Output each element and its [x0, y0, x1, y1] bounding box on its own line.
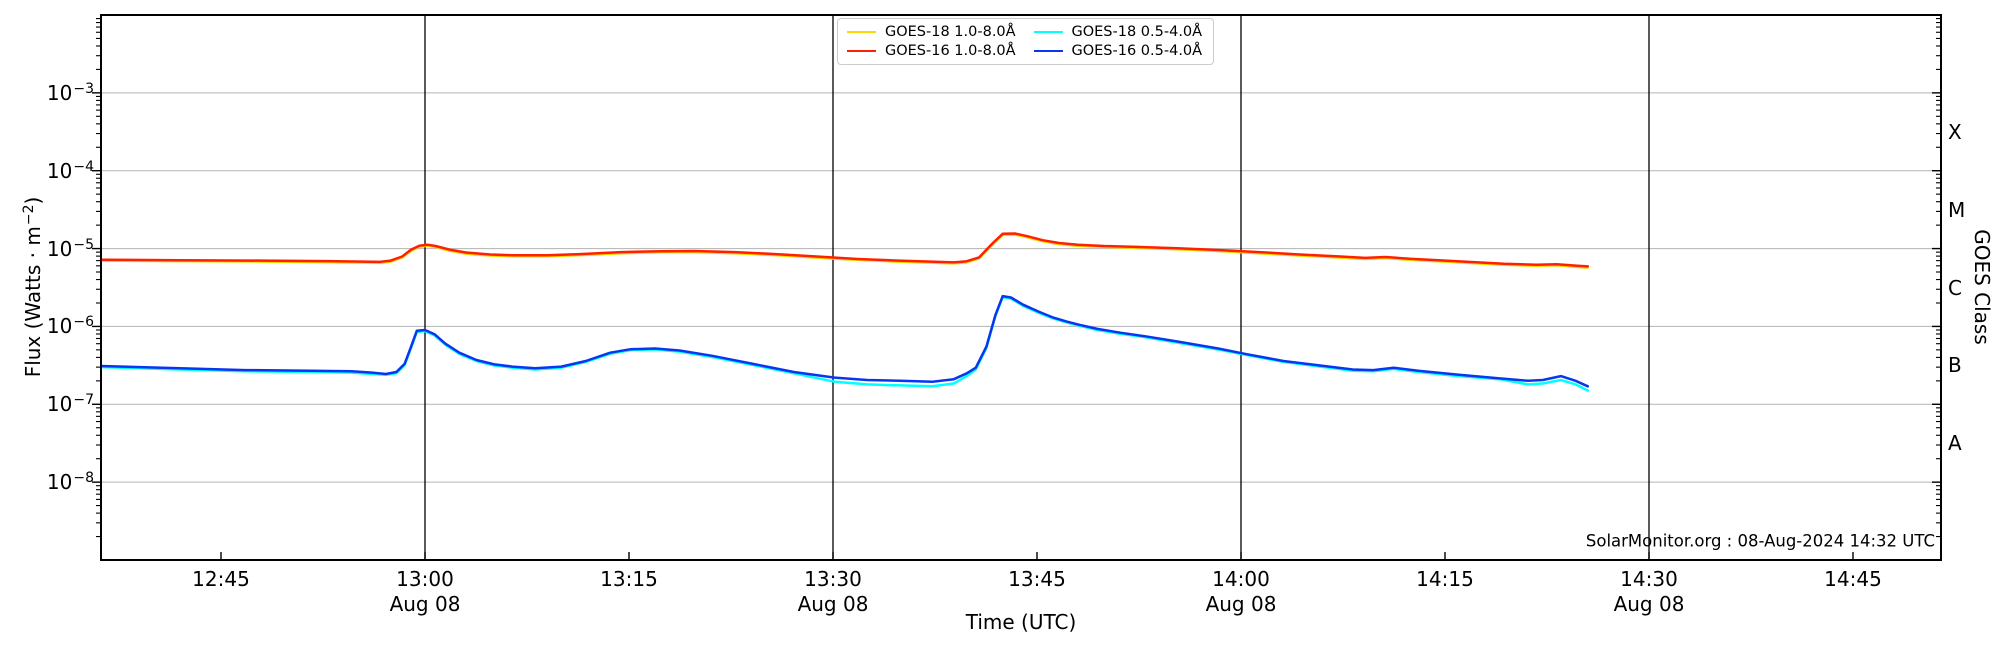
- goes-class-label: A: [1948, 431, 1962, 456]
- y-tick-exponent: −4: [73, 158, 94, 175]
- y-tick-exponent: −7: [73, 392, 94, 409]
- right-axis-title: GOES Class: [1970, 229, 1994, 345]
- x-tick-label: 13:45: [1008, 567, 1066, 591]
- legend-item: GOES-16 0.5-4.0Å: [1033, 43, 1205, 59]
- x-tick-date: Aug 08: [797, 592, 869, 616]
- legend-label: GOES-18 0.5-4.0Å: [1071, 24, 1203, 40]
- y-tick-exponent: −3: [73, 80, 94, 97]
- y-tick-base: 10: [46, 314, 73, 339]
- series-layer: [101, 232, 1590, 392]
- y-tick-base: 10: [46, 236, 73, 261]
- legend-item: GOES-18 0.5-4.0Å: [1033, 24, 1205, 40]
- y-tick-base: 10: [46, 80, 73, 105]
- y-tick-label: 10−4: [47, 159, 94, 183]
- legend-item: GOES-18 1.0-8.0Å: [847, 24, 1018, 40]
- x-tick-label: 13:00: [396, 567, 454, 591]
- legend-swatch: [1033, 31, 1063, 33]
- goes-class-label: C: [1948, 275, 1962, 300]
- series-goes-16-0-5-4-0-: [101, 294, 1590, 388]
- x-tick-label: 13:15: [600, 567, 658, 591]
- y-tick-label: 10−8: [47, 470, 94, 494]
- x-tick-label: 14:30: [1620, 567, 1678, 591]
- legend-swatch: [1033, 50, 1063, 52]
- legend-label: GOES-16 0.5-4.0Å: [1071, 43, 1203, 59]
- series-goes-18-0-5-4-0-: [101, 295, 1590, 392]
- y-tick-label: 10−3: [47, 81, 94, 105]
- x-tick-label: 12:45: [192, 567, 250, 591]
- solarmonitor-timestamp: SolarMonitor.org : 08-Aug-2024 14:32 UTC: [1585, 531, 1935, 551]
- goes-class-label: X: [1948, 119, 1962, 144]
- plot-frame: [100, 14, 1942, 561]
- y-tick-label: 10−6: [47, 314, 94, 338]
- goes-class-label: M: [1948, 197, 1966, 222]
- x-tick-label: 14:45: [1824, 567, 1882, 591]
- series-goes-16-1-0-8-0-: [101, 232, 1590, 268]
- x-tick-date: Aug 08: [1205, 592, 1277, 616]
- legend-swatch: [847, 50, 876, 52]
- x-tick-label: 14:00: [1212, 567, 1270, 591]
- legend: GOES-18 1.0-8.0Å GOES-18 0.5-4.0Å GOES-16 …: [837, 18, 1214, 65]
- y-tick-base: 10: [46, 392, 73, 417]
- series-goes-18-1-0-8-0-: [101, 233, 1590, 269]
- y-tick-label: 10−5: [47, 237, 94, 261]
- y-tick-base: 10: [46, 470, 73, 495]
- y-tick-exponent: −5: [73, 236, 94, 253]
- y-axis-title: Flux (Watts · m−2): [21, 196, 45, 378]
- legend-label: GOES-16 1.0-8.0Å: [885, 43, 1016, 59]
- legend-swatch: [847, 31, 876, 33]
- y-tick-base: 10: [46, 158, 73, 183]
- x-tick-date: Aug 08: [389, 592, 461, 616]
- x-tick-label: 14:15: [1416, 567, 1474, 591]
- legend-label: GOES-18 1.0-8.0Å: [885, 24, 1016, 40]
- x-tick-date: Aug 08: [1613, 592, 1685, 616]
- legend-item: GOES-16 1.0-8.0Å: [847, 43, 1018, 59]
- x-tick-label: 13:30: [804, 567, 862, 591]
- y-tick-exponent: −6: [73, 314, 94, 331]
- y-tick-exponent: −8: [73, 470, 94, 487]
- x-axis-title: Time (UTC): [965, 610, 1077, 634]
- y-tick-label: 10−7: [47, 392, 94, 416]
- goes-class-label: B: [1948, 353, 1962, 378]
